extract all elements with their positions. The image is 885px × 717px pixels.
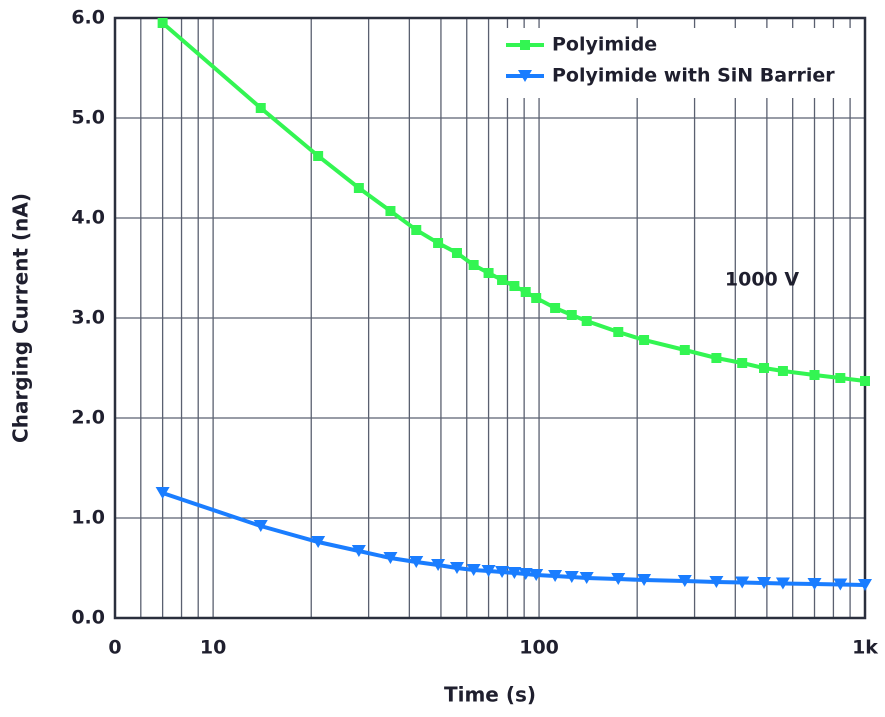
marker	[637, 574, 652, 586]
legend-label: Polyimide	[552, 34, 657, 56]
y-tick-label: 2.0	[71, 407, 105, 429]
marker	[809, 370, 820, 380]
marker	[253, 520, 268, 532]
marker	[807, 578, 822, 590]
x-axis-label: Time (s)	[444, 683, 536, 707]
marker	[566, 310, 577, 320]
marker	[383, 552, 398, 564]
marker	[759, 363, 770, 373]
marker	[409, 556, 424, 568]
legend-label: Polyimide with SiN Barrier	[552, 65, 835, 87]
marker	[155, 487, 170, 499]
marker	[509, 281, 520, 291]
marker	[735, 576, 750, 589]
y-tick-label: 1.0	[71, 507, 105, 529]
marker	[737, 358, 748, 368]
marker	[520, 287, 531, 297]
marker	[483, 268, 494, 278]
marker	[835, 373, 846, 383]
marker	[311, 536, 326, 548]
y-tick-label: 5.0	[71, 107, 105, 129]
marker	[466, 564, 481, 576]
marker	[833, 578, 848, 591]
marker	[613, 327, 624, 337]
marker	[679, 345, 690, 355]
marker	[531, 293, 542, 303]
marker	[564, 571, 579, 583]
marker	[529, 569, 544, 581]
marker	[711, 353, 722, 363]
annotation: 1000 V	[725, 269, 799, 291]
marker	[481, 565, 496, 577]
marker	[677, 575, 692, 587]
marker	[775, 577, 790, 590]
marker	[709, 576, 724, 588]
marker	[255, 103, 266, 113]
marker	[353, 183, 364, 193]
marker	[468, 260, 479, 270]
marker	[313, 151, 324, 161]
y-tick-label: 6.0	[71, 7, 105, 29]
y-tick-label: 4.0	[71, 207, 105, 229]
legend-box	[498, 28, 860, 98]
legend: Polyimide Polyimide with SiN Barrier	[498, 28, 860, 98]
marker	[518, 568, 533, 580]
marker	[548, 570, 563, 582]
marker	[411, 225, 422, 235]
marker	[757, 577, 772, 589]
plot-frame	[113, 16, 867, 620]
marker	[860, 376, 870, 386]
marker	[495, 566, 510, 578]
x-tick-label: 100	[519, 637, 559, 659]
marker	[520, 40, 530, 50]
x-tick-label: 0	[108, 637, 121, 659]
marker	[497, 275, 508, 285]
marker	[451, 248, 462, 258]
marker	[639, 335, 650, 345]
marker	[777, 366, 788, 376]
marker	[431, 559, 446, 571]
marker	[507, 567, 522, 579]
x-tick-label: 1k	[852, 637, 878, 659]
marker	[385, 206, 396, 216]
marker	[433, 238, 444, 248]
y-tick-label: 3.0	[71, 307, 105, 329]
marker	[449, 562, 464, 574]
x-tick-label: 10	[200, 637, 226, 659]
marker	[518, 70, 532, 82]
y-axis-label: Charging Current (nA)	[9, 193, 33, 443]
marker	[579, 572, 594, 584]
y-tick-label: 0.0	[71, 607, 105, 629]
marker	[351, 545, 366, 557]
marker	[550, 303, 561, 313]
marker	[858, 579, 872, 591]
marker	[611, 573, 626, 585]
marker	[157, 18, 168, 28]
marker	[581, 316, 592, 326]
